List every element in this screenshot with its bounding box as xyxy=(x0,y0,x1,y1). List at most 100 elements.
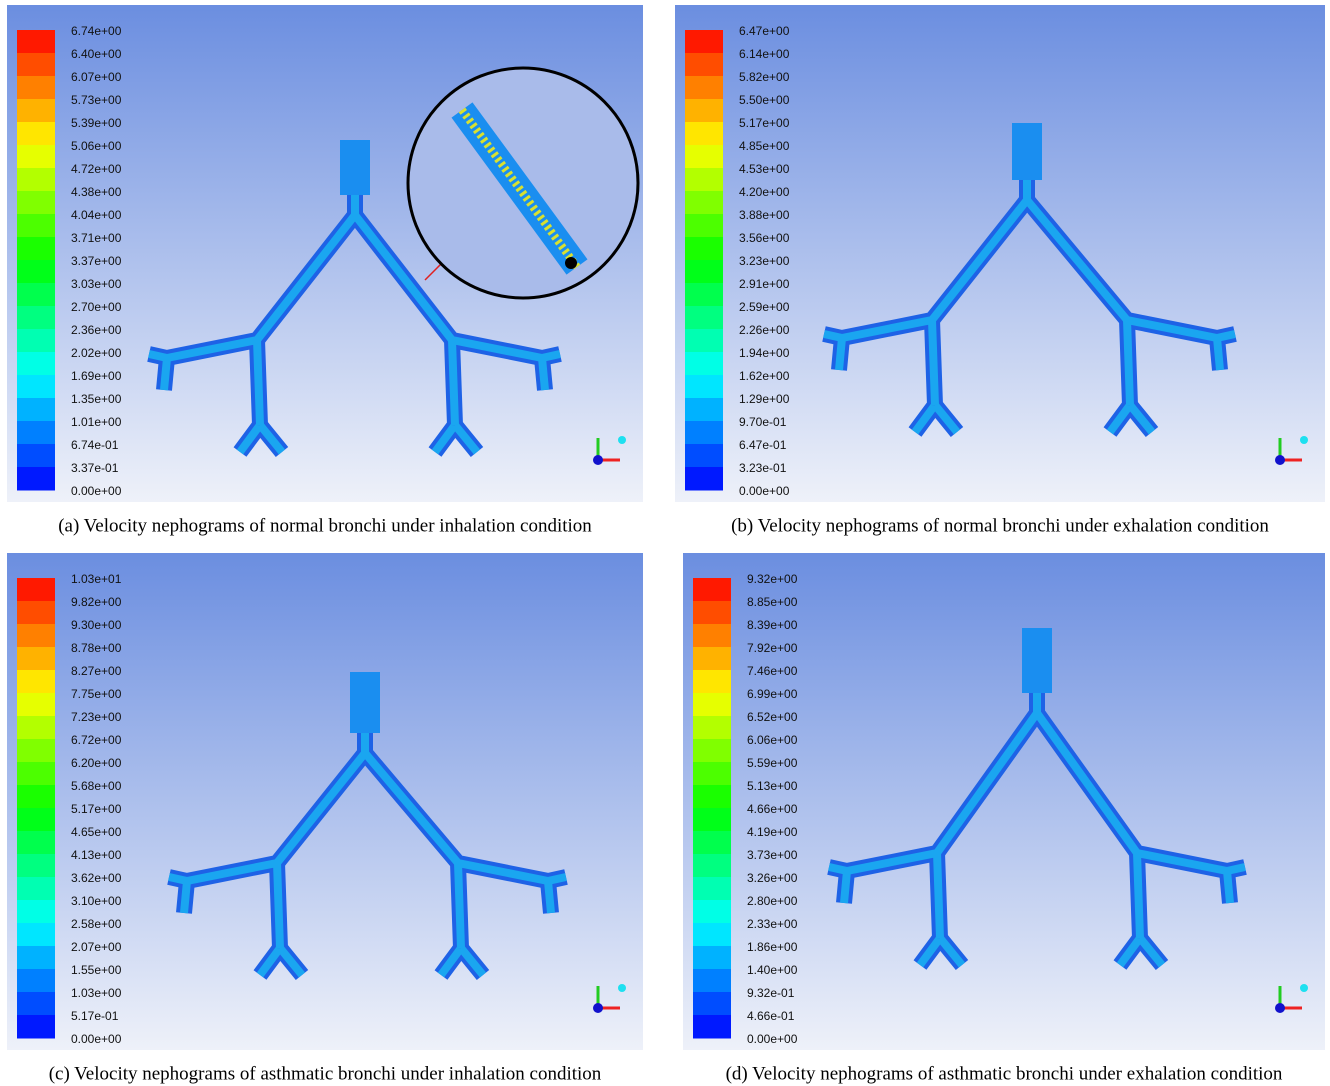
triad-z xyxy=(1275,455,1285,465)
triad-z xyxy=(1275,1003,1285,1013)
colorbar-label: 1.03e+00 xyxy=(71,986,122,1000)
colorbar-block xyxy=(17,145,55,169)
colorbar-label: 7.23e+00 xyxy=(71,710,122,724)
colorbar-block xyxy=(685,122,723,146)
colorbar-block xyxy=(693,762,731,786)
colorbar-label: 3.37e+00 xyxy=(71,254,122,268)
colorbar-label: 0.00e+00 xyxy=(739,484,790,498)
colorbar-label: 3.37e-01 xyxy=(71,461,119,475)
colorbar-block xyxy=(685,260,723,284)
colorbar-block xyxy=(17,578,55,602)
colorbar-block xyxy=(17,900,55,924)
colorbar-label: 8.39e+00 xyxy=(747,618,798,632)
colorbar-block xyxy=(693,739,731,763)
colorbar-label: 4.53e+00 xyxy=(739,162,790,176)
colorbar-label: 3.62e+00 xyxy=(71,871,122,885)
trachea xyxy=(350,672,380,733)
colorbar-block xyxy=(17,808,55,832)
colorbar-block xyxy=(17,53,55,77)
colorbar-label: 1.69e+00 xyxy=(71,369,122,383)
zoom-mesh xyxy=(458,107,581,270)
trachea xyxy=(340,140,370,195)
colorbar-label: 9.32e+00 xyxy=(747,572,798,586)
colorbar-block xyxy=(685,237,723,261)
colorbar-label: 5.73e+00 xyxy=(71,93,122,107)
caption: (b) Velocity nephograms of normal bronch… xyxy=(731,515,1269,536)
panel: 6.47e+00 6.14e+00 5.82e+00 5.50e+00 5.17e+00… xyxy=(675,5,1325,502)
colorbar-block xyxy=(685,168,723,192)
colorbar-block xyxy=(685,329,723,353)
colorbar-label: 6.14e+00 xyxy=(739,47,790,61)
colorbar-label: 2.36e+00 xyxy=(71,323,122,337)
panel: 1.03e+01 9.82e+00 9.30e+00 8.78e+00 8.27e+00… xyxy=(7,553,643,1050)
colorbar-block xyxy=(17,444,55,468)
colorbar-block xyxy=(17,647,55,671)
colorbar-block xyxy=(685,191,723,215)
colorbar-label: 6.40e+00 xyxy=(71,47,122,61)
colorbar-block xyxy=(685,76,723,100)
colorbar-block xyxy=(693,624,731,648)
panel-background xyxy=(683,553,1325,1050)
colorbar-label: 4.66e+00 xyxy=(747,802,798,816)
colorbar-block xyxy=(685,283,723,307)
colorbar-label: 7.92e+00 xyxy=(747,641,798,655)
colorbar-block xyxy=(17,168,55,192)
colorbar-label: 7.75e+00 xyxy=(71,687,122,701)
triad-dot xyxy=(618,984,626,992)
colorbar-label: 6.47e-01 xyxy=(739,438,787,452)
colorbar-block xyxy=(693,1015,731,1039)
caption: (a) Velocity nephograms of normal bronch… xyxy=(58,515,592,536)
colorbar-block xyxy=(17,601,55,625)
colorbar-label: 2.58e+00 xyxy=(71,917,122,931)
colorbar-label: 2.33e+00 xyxy=(747,917,798,931)
colorbar-block xyxy=(17,260,55,284)
triad-z xyxy=(593,455,603,465)
triad-dot xyxy=(1300,436,1308,444)
colorbar-block xyxy=(17,969,55,993)
panel-background xyxy=(675,5,1325,502)
colorbar-label: 4.38e+00 xyxy=(71,185,122,199)
colorbar-block xyxy=(17,76,55,100)
colorbar-label: 2.02e+00 xyxy=(71,346,122,360)
colorbar-label: 4.66e-01 xyxy=(747,1009,795,1023)
triad-dot xyxy=(1300,984,1308,992)
colorbar-label: 6.07e+00 xyxy=(71,70,122,84)
colorbar-label: 1.40e+00 xyxy=(747,963,798,977)
colorbar-block xyxy=(17,30,55,54)
colorbar-block xyxy=(693,693,731,717)
colorbar-label: 8.27e+00 xyxy=(71,664,122,678)
colorbar-label: 1.29e+00 xyxy=(739,392,790,406)
colorbar-block xyxy=(17,421,55,445)
caption: (c) Velocity nephograms of asthmatic bro… xyxy=(49,1063,602,1084)
colorbar-block xyxy=(693,716,731,740)
triad-z xyxy=(593,1003,603,1013)
colorbar-label: 6.52e+00 xyxy=(747,710,798,724)
colorbar-label: 4.13e+00 xyxy=(71,848,122,862)
colorbar-label: 5.17e-01 xyxy=(71,1009,119,1023)
colorbar-block xyxy=(17,237,55,261)
colorbar-block xyxy=(693,992,731,1016)
colorbar-label: 1.35e+00 xyxy=(71,392,122,406)
colorbar-label: 5.17e+00 xyxy=(71,802,122,816)
colorbar-label: 6.47e+00 xyxy=(739,24,790,38)
colorbar-label: 5.50e+00 xyxy=(739,93,790,107)
colorbar-label: 2.26e+00 xyxy=(739,323,790,337)
colorbar-label: 1.01e+00 xyxy=(71,415,122,429)
colorbar-label: 2.91e+00 xyxy=(739,277,790,291)
colorbar-block xyxy=(693,877,731,901)
colorbar-label: 3.56e+00 xyxy=(739,231,790,245)
colorbar-label: 5.06e+00 xyxy=(71,139,122,153)
colorbar-block xyxy=(685,398,723,422)
colorbar-label: 2.80e+00 xyxy=(747,894,798,908)
colorbar-label: 7.46e+00 xyxy=(747,664,798,678)
colorbar-label: 9.32e-01 xyxy=(747,986,795,1000)
trachea xyxy=(1012,123,1042,180)
colorbar-block xyxy=(17,398,55,422)
colorbar-label: 6.74e+00 xyxy=(71,24,122,38)
colorbar-block xyxy=(17,122,55,146)
colorbar-block xyxy=(17,283,55,307)
colorbar-block xyxy=(685,375,723,399)
colorbar-block xyxy=(693,785,731,809)
colorbar-label: 2.59e+00 xyxy=(739,300,790,314)
caption: (d) Velocity nephograms of asthmatic bro… xyxy=(726,1063,1283,1084)
